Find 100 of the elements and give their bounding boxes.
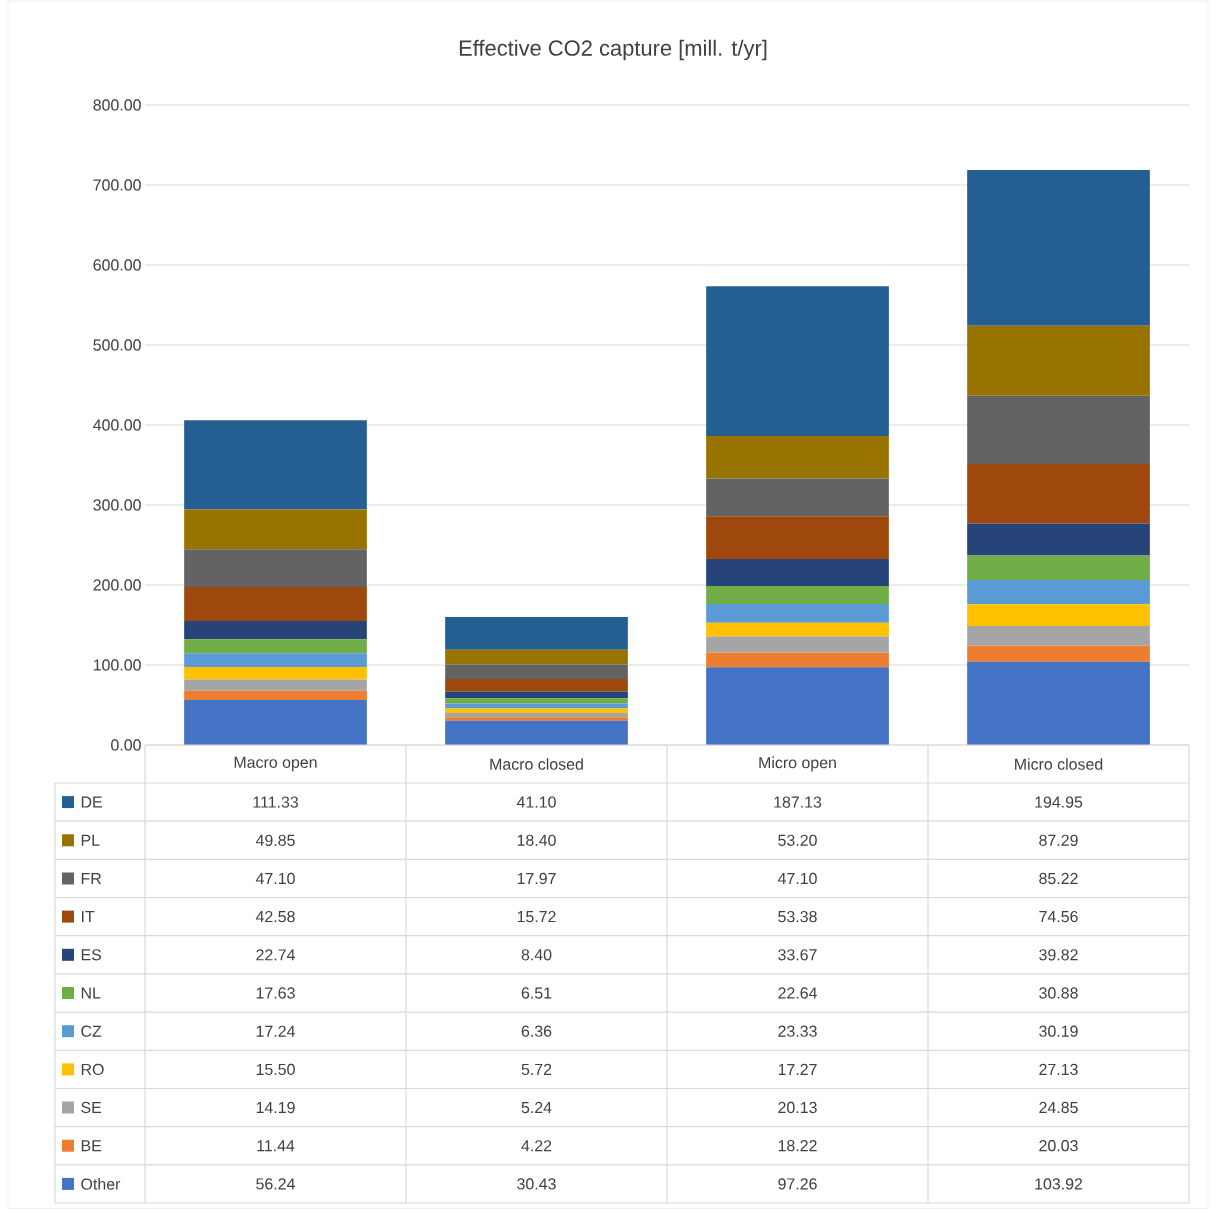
bar <box>445 664 628 679</box>
legend-label: SE <box>81 1101 102 1114</box>
bar <box>706 622 889 637</box>
bar <box>184 639 367 654</box>
bar <box>445 649 628 665</box>
bar <box>445 698 628 704</box>
data-label: 56.24 <box>256 1178 295 1190</box>
data-label: 53.38 <box>778 910 817 923</box>
data-label: 41.10 <box>516 796 556 808</box>
y-tick-label: 300.00 <box>93 499 141 511</box>
bar <box>445 717 628 721</box>
legend-label: NL <box>81 987 101 999</box>
bar <box>967 555 1150 581</box>
bar <box>184 653 367 668</box>
bar <box>967 661 1150 745</box>
bar <box>706 558 889 586</box>
legend-label: DE <box>81 796 102 808</box>
data-label: 30.88 <box>1039 987 1078 999</box>
bar <box>184 621 367 640</box>
data-label: 22.64 <box>778 987 817 999</box>
data-label: 5.24 <box>521 1101 552 1114</box>
data-label: 8.40 <box>521 949 552 961</box>
data-label: 53.20 <box>778 834 817 846</box>
data-label: 187.13 <box>774 796 822 808</box>
data-label: 194.95 <box>1035 796 1083 808</box>
bar <box>706 667 889 745</box>
bar <box>445 720 628 745</box>
bar <box>967 625 1150 646</box>
bar <box>706 516 889 559</box>
data-label: 15.50 <box>256 1063 295 1076</box>
legend-label: Other <box>81 1178 121 1190</box>
bar <box>967 395 1150 464</box>
bar <box>967 325 1150 396</box>
bar <box>445 713 628 718</box>
x-tick-label: Macro closed <box>490 758 583 770</box>
bar <box>184 420 367 510</box>
bar <box>445 703 628 709</box>
data-label: 39.82 <box>1039 949 1078 961</box>
bar <box>706 585 889 605</box>
chart-title: Effective CO2 capture [mill. t/yr] <box>459 39 767 61</box>
data-label: 47.10 <box>255 872 295 885</box>
legend-label: IT <box>81 911 95 923</box>
bar <box>445 691 628 699</box>
y-tick-label: 700.00 <box>93 179 141 191</box>
bar <box>184 690 367 700</box>
bar <box>184 509 367 550</box>
data-label: 23.33 <box>778 1025 817 1037</box>
bar <box>184 549 367 587</box>
y-tick-label: 400.00 <box>93 419 141 431</box>
data-label: 30.19 <box>1039 1025 1078 1037</box>
data-label: 33.67 <box>778 949 817 961</box>
legend-label: ES <box>81 949 102 961</box>
data-label: 18.22 <box>778 1140 817 1152</box>
data-label: 6.51 <box>521 987 552 999</box>
bar <box>967 169 1150 326</box>
data-label: 20.03 <box>1039 1140 1078 1152</box>
data-label: 74.56 <box>1039 910 1078 923</box>
legend-label: FR <box>81 873 102 884</box>
bar <box>445 678 628 692</box>
bar <box>184 586 367 622</box>
data-label: 18.40 <box>517 834 556 846</box>
legend-label: BE <box>81 1140 102 1152</box>
data-label: 42.58 <box>255 910 295 923</box>
bar <box>967 645 1150 662</box>
bar <box>967 604 1150 626</box>
y-tick-label: 500.00 <box>93 339 141 351</box>
bar <box>184 667 367 680</box>
data-label: 4.22 <box>521 1140 552 1152</box>
bar <box>184 700 367 745</box>
data-label: 17.97 <box>517 872 556 885</box>
data-label: 17.24 <box>256 1025 295 1037</box>
data-label: 27.13 <box>1039 1063 1078 1076</box>
data-label: 6.36 <box>521 1025 552 1037</box>
data-label: 15.72 <box>517 910 556 923</box>
x-tick-label: Micro closed <box>1015 758 1103 770</box>
bar <box>967 580 1150 605</box>
y-tick-label: 600.00 <box>93 259 141 271</box>
data-label: 111.33 <box>253 796 298 808</box>
data-label: 49.85 <box>255 834 295 846</box>
legend-label: RO <box>81 1063 104 1076</box>
bar <box>706 652 889 668</box>
data-label: 17.27 <box>778 1063 817 1075</box>
data-label: 30.43 <box>517 1178 556 1190</box>
data-label: 87.29 <box>1039 834 1078 846</box>
data-label: 22.74 <box>256 949 295 961</box>
bar <box>706 636 889 653</box>
y-tick-label: 200.00 <box>93 579 141 591</box>
bar <box>445 616 628 650</box>
data-label: 17.63 <box>256 987 295 999</box>
y-tick-label: 800.00 <box>93 99 141 111</box>
bar <box>967 463 1150 524</box>
y-tick-label: 100.00 <box>93 659 141 671</box>
data-label: 14.19 <box>256 1101 295 1114</box>
data-label: 103.92 <box>1035 1178 1083 1190</box>
legend-label: CZ <box>81 1025 102 1037</box>
data-label: 11.44 <box>257 1140 295 1152</box>
data-label: 85.22 <box>1039 872 1078 885</box>
bar <box>706 286 889 437</box>
bar <box>706 604 889 623</box>
legend-label: PL <box>81 834 100 846</box>
